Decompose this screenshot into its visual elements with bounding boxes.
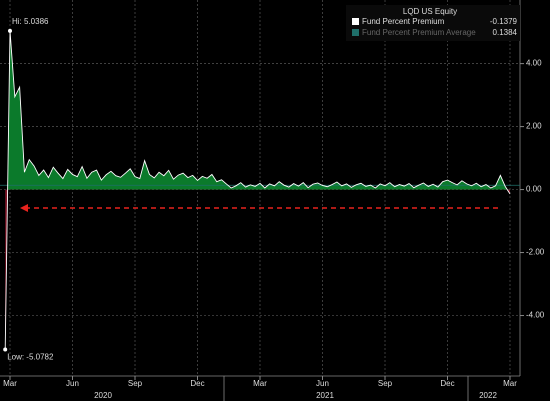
legend-box	[346, 5, 520, 41]
x-tick-label: Dec	[190, 379, 204, 388]
y-tick-label: 4.00	[526, 59, 542, 68]
x-tick-label: Sep	[378, 379, 393, 388]
y-tick-label: -2.00	[526, 248, 545, 257]
line	[4, 30, 511, 350]
y-tick-label: 2.00	[526, 122, 542, 131]
legend-swatch	[352, 18, 359, 25]
x-tick-label: Sep	[128, 379, 143, 388]
area-positive	[7, 30, 508, 190]
plot: Hi: 5.0386 Low: -5.0782	[0, 0, 524, 376]
x-tick-label: Dec	[440, 379, 454, 388]
x-tick-label: Mar	[503, 379, 517, 388]
arrow-head	[20, 204, 28, 212]
legend-value: -0.1379	[490, 17, 518, 26]
x-tick-label: Jun	[66, 379, 79, 388]
annotation: Low: -5.0782	[7, 353, 54, 362]
x-tick-label: Mar	[3, 379, 17, 388]
x-tick-label: Jun	[316, 379, 329, 388]
legend-value: 0.1384	[493, 28, 518, 37]
y-tick-label: -4.00	[526, 311, 545, 320]
legend-label: Fund Percent Premium	[362, 17, 445, 26]
year-label: 2022	[479, 391, 497, 400]
y-tick-label: 0.00	[526, 185, 542, 194]
year-label: 2021	[316, 391, 334, 400]
annotation: Hi: 5.0386	[12, 17, 49, 26]
low-point	[3, 347, 8, 352]
legend-title: LQD US Equity	[403, 7, 457, 16]
legend-label: Fund Percent Premium Average	[362, 28, 476, 37]
legend-swatch	[352, 29, 359, 36]
x-tick-label: Mar	[253, 379, 267, 388]
high-point	[8, 28, 13, 33]
year-label: 2020	[94, 391, 112, 400]
